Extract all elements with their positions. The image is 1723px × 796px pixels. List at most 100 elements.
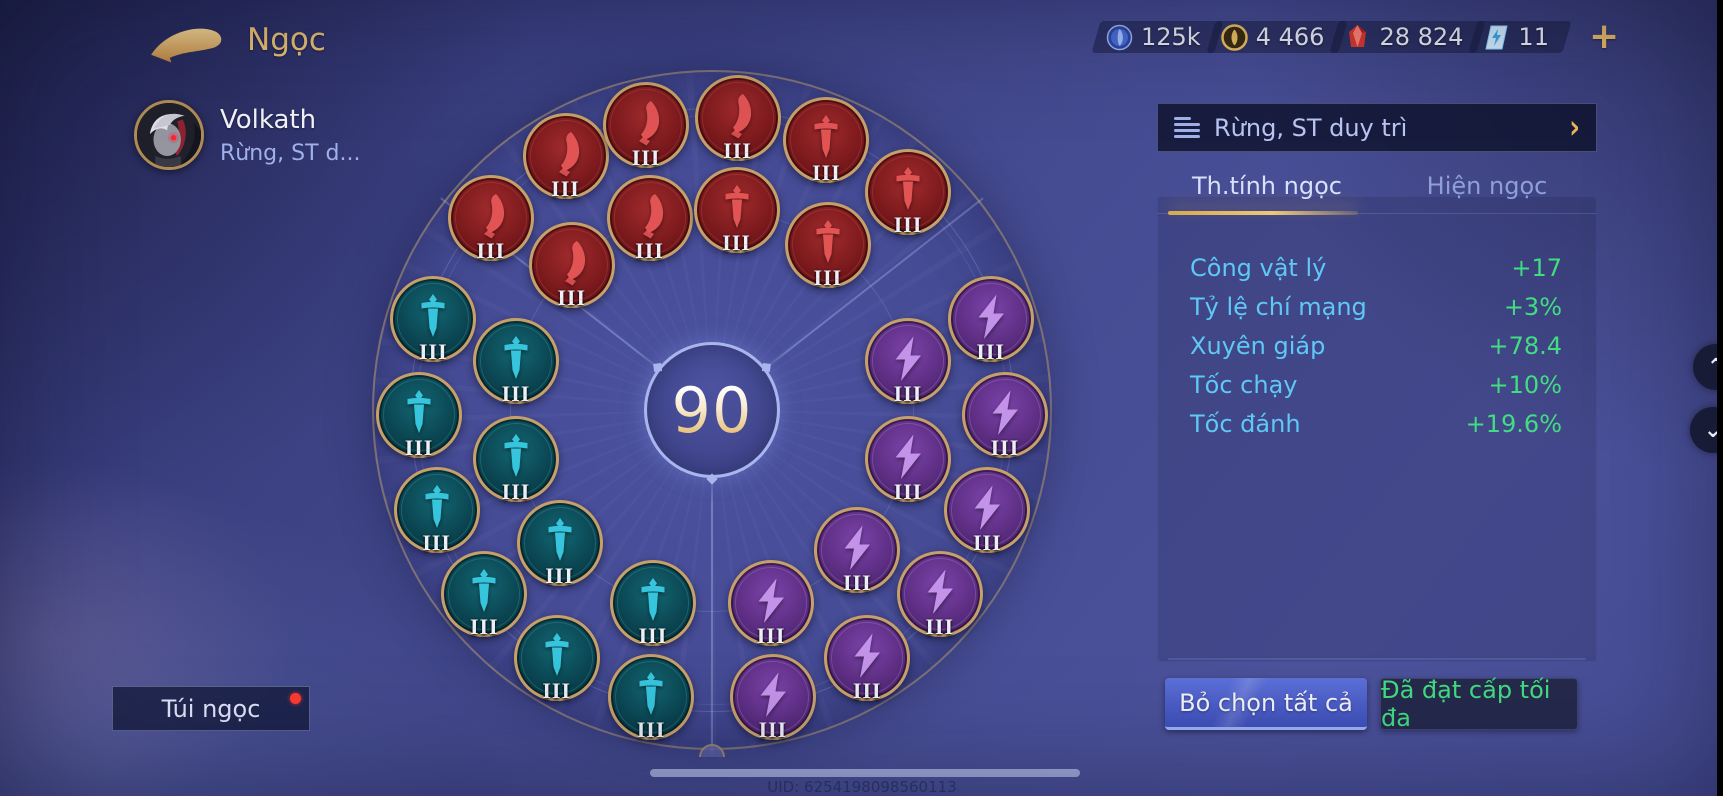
tab-rune-attributes[interactable]: Th.tính ngọc — [1192, 172, 1342, 200]
rune-teal[interactable]: III — [473, 318, 559, 407]
rune-level: III — [631, 144, 661, 170]
rune-level: III — [893, 381, 923, 407]
rune-red[interactable]: III — [528, 221, 615, 310]
rune-teal[interactable]: III — [393, 467, 480, 555]
sword-icon — [801, 113, 851, 163]
page-title: Ngọc — [247, 22, 326, 58]
rune-red[interactable]: III — [693, 166, 780, 255]
rune-purple[interactable]: III — [947, 276, 1034, 364]
rune-preset-selector[interactable]: Rừng, ST duy trì › — [1157, 103, 1597, 152]
sword-icon — [491, 432, 541, 482]
rune-level: III — [756, 623, 786, 649]
rune-purple[interactable]: III — [961, 372, 1048, 460]
sword-icon — [408, 292, 458, 342]
blade-icon — [541, 129, 591, 179]
rune-teal[interactable]: III — [516, 499, 603, 588]
panel-tabs: Th.tính ngọc Hiện ngọc — [1157, 163, 1597, 213]
hero-info[interactable]: Volkath Rừng, ST d... — [134, 100, 360, 170]
sword-icon — [628, 576, 678, 626]
add-currency-button[interactable]: + — [1588, 16, 1620, 57]
rune-purple[interactable]: III — [728, 560, 815, 649]
rune-teal[interactable]: III — [608, 653, 695, 742]
deselect-all-button[interactable]: Bỏ chọn tất cả — [1165, 678, 1367, 730]
currency-gold-coin[interactable]: 4 466 — [1215, 20, 1339, 54]
rune-level: III — [404, 435, 434, 461]
magic-orb-icon — [1106, 24, 1133, 50]
currency-rune-ticket[interactable]: 11 — [1477, 20, 1563, 54]
sword-icon — [883, 165, 933, 215]
rune-bag-label: Túi ngọc — [161, 694, 261, 723]
rune-level: III — [551, 176, 580, 202]
letterbox-strip — [1717, 0, 1723, 796]
rune-purple[interactable]: III — [729, 653, 816, 742]
rune-red[interactable]: III — [447, 174, 534, 263]
rune-bag-button[interactable]: Túi ngọc — [112, 686, 310, 731]
rune-level: III — [972, 530, 1002, 556]
rune-level: III — [893, 478, 923, 504]
blade-icon — [621, 98, 671, 148]
sword-icon — [626, 670, 676, 720]
rune-red[interactable]: III — [784, 201, 871, 290]
stat-row: Tốc chạy +10% — [1190, 365, 1562, 404]
lightning-icon — [883, 334, 933, 384]
rune-teal[interactable]: III — [513, 615, 600, 703]
rune-teal[interactable]: III — [609, 560, 696, 648]
rune-teal[interactable]: III — [441, 551, 528, 639]
rune-purple[interactable]: III — [944, 467, 1031, 556]
currency-value: 11 — [1518, 23, 1549, 51]
hub-tick — [653, 363, 663, 372]
total-rune-level: 90 — [671, 373, 753, 447]
back-button[interactable] — [148, 22, 226, 66]
rune-level: III — [636, 716, 666, 742]
max-level-button[interactable]: Đã đạt cấp tối đa — [1380, 676, 1578, 732]
currency-magic-orb[interactable]: 125k — [1100, 20, 1215, 54]
rune-red[interactable]: III — [522, 113, 609, 202]
stat-label: Tốc chạy — [1190, 370, 1298, 399]
blade-icon — [713, 91, 763, 141]
currency-bar: 125k 4 466 28 824 11 + — [1100, 16, 1620, 57]
active-tab-underline — [1168, 211, 1358, 215]
currency-value: 4 466 — [1255, 23, 1325, 51]
rune-teal[interactable]: III — [376, 372, 463, 461]
gold-coin-icon — [1220, 23, 1248, 51]
chevron-right-icon: › — [1569, 108, 1580, 147]
rune-red[interactable]: III — [603, 81, 690, 170]
rune-level: III — [813, 264, 843, 290]
stat-value: +78.4 — [1488, 331, 1562, 360]
rune-teal[interactable]: III — [390, 276, 477, 364]
hero-avatar — [134, 100, 204, 170]
home-indicator-bar[interactable] — [650, 769, 1080, 777]
rune-teal[interactable]: III — [473, 415, 559, 504]
sword-icon — [535, 516, 585, 566]
stat-value: +19.6% — [1465, 409, 1562, 438]
tab-show-runes[interactable]: Hiện ngọc — [1426, 172, 1548, 200]
tabs-divider — [1157, 213, 1597, 214]
sword-icon — [712, 183, 762, 233]
stat-row: Tỷ lệ chí mạng +3% — [1190, 287, 1562, 326]
stat-row: Tốc đánh +19.6% — [1190, 404, 1562, 443]
rune-red[interactable]: III — [606, 174, 693, 263]
rune-level: III — [501, 381, 531, 407]
rune-ticket-icon — [1485, 25, 1509, 49]
rune-red[interactable]: III — [783, 97, 870, 185]
currency-ruby-gem[interactable]: 28 824 — [1338, 20, 1477, 54]
rune-red[interactable]: III — [694, 75, 781, 163]
sword-icon — [491, 334, 541, 384]
stat-value: +3% — [1503, 292, 1562, 321]
rune-purple[interactable]: III — [864, 415, 951, 504]
notification-dot — [290, 693, 301, 704]
rune-level: III — [852, 678, 882, 704]
lightning-icon — [832, 523, 882, 573]
rune-purple[interactable]: III — [896, 551, 983, 640]
stat-row: Xuyên giáp +78.4 — [1190, 326, 1562, 365]
rune-level: III — [925, 614, 955, 640]
lightning-icon — [980, 388, 1030, 438]
sword-icon — [803, 218, 853, 268]
rune-level: III — [476, 237, 506, 263]
rune-purple[interactable]: III — [864, 318, 951, 407]
rune-purple[interactable]: III — [814, 507, 901, 595]
rune-purple[interactable]: III — [824, 615, 911, 704]
lightning-icon — [962, 483, 1012, 533]
rune-red[interactable]: III — [865, 149, 952, 237]
